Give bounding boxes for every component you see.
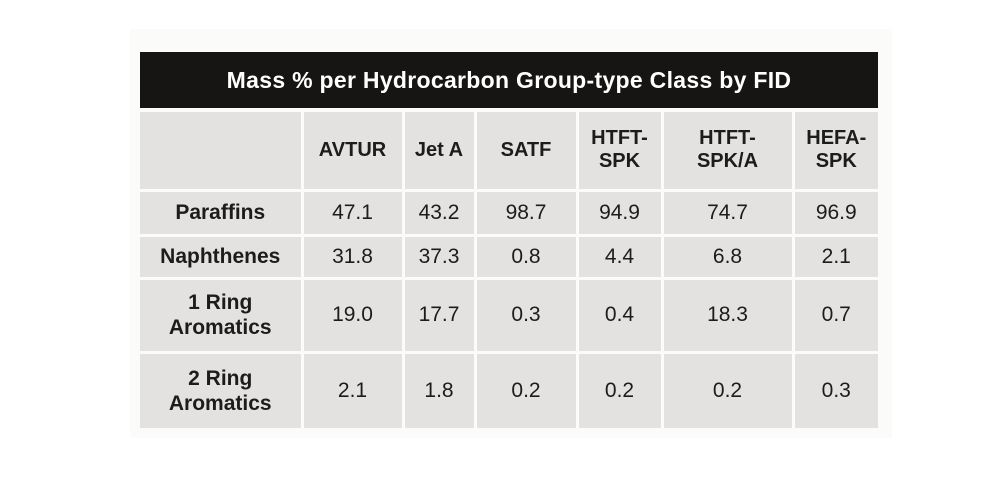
cell-1-ring-avtur: 19.0 [300, 276, 403, 352]
cell-1-ring-htft-spk: 0.4 [575, 276, 662, 352]
cell-1-ring-hefa-spk: 0.7 [791, 276, 878, 352]
column-header-htft-spk-a: HTFT- SPK/A [660, 112, 793, 190]
cell-2-ring-htft-spk: 0.2 [575, 350, 662, 428]
cell-2-ring-htft-spk-a: 0.2 [660, 350, 793, 428]
table-title: Mass % per Hydrocarbon Group-type Class … [226, 67, 792, 93]
column-header-satf: SATF [473, 112, 577, 190]
column-header-htft-spk: HTFT- SPK [575, 112, 662, 190]
column-header-avtur: AVTUR [300, 112, 403, 190]
cell-paraffins-jet-a: 43.2 [401, 188, 475, 235]
cell-1-ring-jet-a: 17.7 [401, 276, 475, 352]
header-row: AVTUR Jet A SATF HTFT- SPK HTFT- SPK/A H… [140, 112, 878, 190]
table-row-paraffins: Paraffins 47.1 43.2 98.7 94.9 74.7 96.9 [140, 188, 878, 235]
header-empty-cell [140, 112, 302, 190]
row-label-2-ring-aromatics: 2 Ring Aromatics [140, 350, 302, 428]
slide-panel: Mass % per Hydrocarbon Group-type Class … [130, 29, 892, 438]
column-header-hefa-spk: HEFA- SPK [791, 112, 878, 190]
cell-paraffins-hefa-spk: 96.9 [791, 188, 878, 235]
cell-2-ring-jet-a: 1.8 [401, 350, 475, 428]
cell-2-ring-avtur: 2.1 [300, 350, 403, 428]
hydrocarbon-group-table: AVTUR Jet A SATF HTFT- SPK HTFT- SPK/A H… [140, 112, 878, 428]
cell-naphthenes-avtur: 31.8 [300, 233, 403, 278]
cell-naphthenes-htft-spk: 4.4 [575, 233, 662, 278]
table-row-1-ring-aromatics: 1 Ring Aromatics 19.0 17.7 0.3 0.4 18.3 … [140, 276, 878, 352]
cell-naphthenes-htft-spk-a: 6.8 [660, 233, 793, 278]
table-row-2-ring-aromatics: 2 Ring Aromatics 2.1 1.8 0.2 0.2 0.2 0.3 [140, 350, 878, 428]
row-label-1-ring-aromatics: 1 Ring Aromatics [140, 276, 302, 352]
cell-paraffins-htft-spk: 94.9 [575, 188, 662, 235]
cell-2-ring-satf: 0.2 [473, 350, 577, 428]
row-label-paraffins: Paraffins [140, 188, 302, 235]
cell-1-ring-satf: 0.3 [473, 276, 577, 352]
cell-paraffins-htft-spk-a: 74.7 [660, 188, 793, 235]
row-label-naphthenes: Naphthenes [140, 233, 302, 278]
cell-1-ring-htft-spk-a: 18.3 [660, 276, 793, 352]
cell-paraffins-satf: 98.7 [473, 188, 577, 235]
cell-paraffins-avtur: 47.1 [300, 188, 403, 235]
column-header-jet-a: Jet A [401, 112, 475, 190]
table-row-naphthenes: Naphthenes 31.8 37.3 0.8 4.4 6.8 2.1 [140, 233, 878, 278]
table-title-bar: Mass % per Hydrocarbon Group-type Class … [140, 52, 878, 108]
cell-naphthenes-jet-a: 37.3 [401, 233, 475, 278]
cell-2-ring-hefa-spk: 0.3 [791, 350, 878, 428]
cell-naphthenes-hefa-spk: 2.1 [791, 233, 878, 278]
cell-naphthenes-satf: 0.8 [473, 233, 577, 278]
